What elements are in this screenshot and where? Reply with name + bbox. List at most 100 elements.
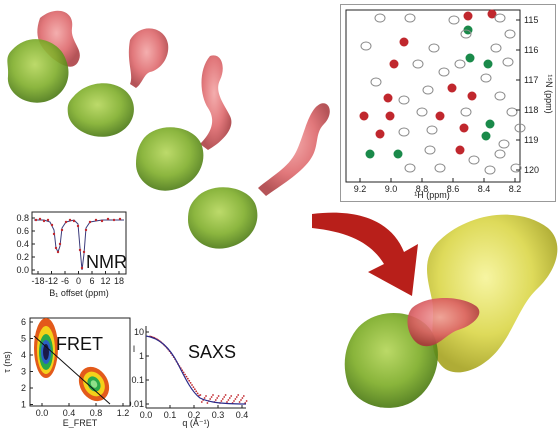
saxs-data-point	[227, 399, 230, 401]
saxs-data-point	[240, 399, 242, 401]
saxs-data-point	[245, 400, 248, 402]
saxs-label: SAXS	[188, 342, 237, 362]
hsqc-peak-gray	[504, 29, 516, 39]
saxs-data-point	[212, 394, 214, 396]
hsqc-peak-gray	[370, 77, 382, 87]
hsqc-peak-gray	[454, 59, 466, 69]
fret-plot: 6 5 4 3 2 1 0.0 0.4 0.8 1.2 τ (ns) E_FRET	[2, 317, 131, 428]
hsqc-x-tick-label: 8.8	[416, 184, 429, 194]
hsqc-peak-gray	[484, 165, 496, 175]
fret-x-tick-label: 1.2	[117, 408, 130, 418]
saxs-data-point	[196, 392, 199, 395]
hsqc-peak-red	[455, 145, 465, 155]
hsqc-plot: 9.2 9.0 8.8 8.6 8.4 8.2 115 116 117 118 119 120 ¹H…	[345, 9, 554, 200]
cest-y-tick-label: 0.4	[16, 239, 29, 249]
saxs-data-point	[195, 390, 198, 393]
saxs-data-point	[217, 395, 220, 397]
hsqc-peak-red	[383, 93, 393, 103]
fret-y-tick-label: 5	[21, 334, 26, 344]
hsqc-peak-red	[463, 11, 473, 21]
hsqc-peak-gray	[494, 13, 506, 23]
cest-data-point	[88, 220, 92, 224]
saxs-data-point	[233, 400, 235, 402]
cest-y-tick-label: 0.8	[16, 213, 29, 223]
cest-xlabel: B₁ offset (ppm)	[49, 288, 108, 298]
hsqc-peak-gray	[398, 127, 410, 137]
cest-data-point	[112, 218, 116, 222]
saxs-data-point	[220, 400, 223, 402]
transition-arrow	[312, 212, 418, 296]
fret-y-tick-label: 4	[21, 350, 26, 360]
conformer-2	[67, 28, 169, 137]
hsqc-peak-green	[365, 149, 375, 159]
hsqc-peak-red	[375, 129, 385, 139]
hsqc-peak-gray	[494, 91, 506, 101]
hsqc-peak-gray	[438, 67, 450, 77]
hsqc-peak-gray	[460, 107, 472, 117]
saxs-data-point	[206, 402, 209, 404]
saxs-y-tick-label: 0.01	[130, 399, 144, 409]
hsqc-peak-gray	[480, 73, 492, 83]
hsqc-peak-red	[359, 111, 369, 121]
hsqc-x-tick-label: 8.6	[447, 184, 460, 194]
saxs-data-point	[216, 397, 219, 399]
saxs-data-point	[241, 397, 244, 399]
hsqc-peak-gray	[498, 139, 510, 149]
saxs-data-point	[234, 398, 237, 400]
saxs-data-point	[189, 382, 192, 384]
hsqc-peak-gray	[416, 107, 428, 117]
cest-plot: 0.8 0.6 0.4 0.2 0.0 -18 -12 -6 0 6 12 18 B₁ offset…	[16, 211, 127, 298]
hsqc-peak-gray	[374, 13, 386, 23]
cest-data-point	[82, 250, 86, 254]
saxs-data-point	[214, 399, 217, 401]
cest-data-point	[68, 218, 72, 222]
cest-data-point	[72, 219, 76, 223]
hsqc-xlabel: ¹H (ppm)	[414, 190, 450, 200]
hsqc-peak-gray	[502, 57, 514, 67]
hsqc-peak-green	[393, 149, 403, 159]
fret-y-tick-label: 6	[21, 317, 26, 327]
hsqc-peak-gray	[490, 43, 502, 53]
hsqc-peak-gray	[510, 163, 522, 173]
saxs-data-point	[242, 395, 245, 397]
saxs-data-point	[191, 384, 193, 386]
saxs-x-tick-label: 0.0	[140, 410, 153, 420]
saxs-data-point	[226, 401, 228, 403]
saxs-data-point	[228, 397, 231, 399]
hsqc-peak-gray	[460, 29, 472, 39]
saxs-x-tick-label: 0.3	[212, 410, 225, 420]
hsqc-y-tick-label: 120	[524, 165, 539, 175]
saxs-data-point	[200, 401, 203, 403]
cest-data-point	[80, 266, 84, 270]
saxs-y-tick-label: 0.1	[131, 375, 144, 385]
hsqc-peak-gray	[514, 123, 526, 133]
cest-y-tick-label: 0.2	[16, 252, 29, 262]
fret-cloud-low	[34, 318, 58, 378]
hsqc-peak-gray	[404, 13, 416, 23]
hsqc-peak-gray	[426, 125, 438, 135]
cest-x-tick-label: 12	[100, 276, 110, 286]
saxs-data-point	[237, 394, 240, 396]
saxs-data-point	[185, 375, 188, 378]
saxs-data-point	[209, 398, 212, 400]
cest-data-point	[100, 219, 104, 223]
cest-data-point	[56, 250, 60, 254]
cest-data-point	[54, 246, 58, 250]
cest-x-tick-label: -6	[61, 276, 69, 286]
hsqc-peak-red	[389, 59, 399, 69]
cest-data-point	[58, 242, 62, 246]
hsqc-peak-gray	[434, 163, 446, 173]
fret-x-tick-label: 0.4	[63, 408, 76, 418]
cest-y-tick-label: 0.6	[16, 226, 29, 236]
cest-data-point	[52, 232, 56, 236]
hsqc-peak-gray	[506, 107, 518, 117]
cest-data-point	[38, 217, 42, 221]
hsqc-peak-red	[435, 111, 445, 121]
fret-x-tick-label: 0.0	[36, 408, 49, 418]
hsqc-peak-gray	[422, 85, 434, 95]
hsqc-peak-green	[483, 59, 493, 69]
saxs-data-point	[221, 398, 224, 400]
saxs-data-point	[210, 396, 213, 398]
hsqc-x-tick-label: 9.0	[385, 184, 398, 194]
